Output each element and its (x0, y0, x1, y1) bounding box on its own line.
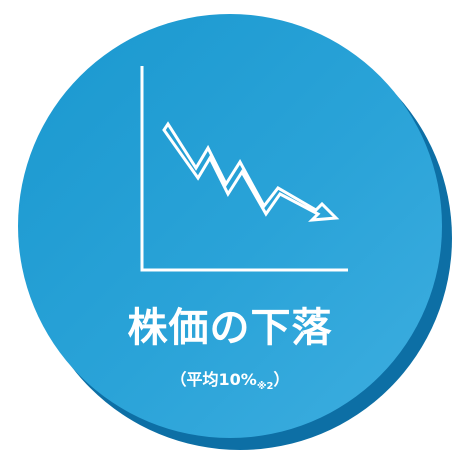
subtitle-text: 平均10% (186, 370, 257, 389)
subtitle-open-paren: （ (170, 370, 187, 389)
subtitle-close-paren: ） (273, 370, 290, 389)
chart-axes (140, 66, 348, 272)
footnote-marker: ※2 (256, 381, 274, 392)
declining-arrow (162, 121, 340, 222)
title-label: 株価の下落 (127, 305, 333, 351)
subtitle-label: （平均10%※2） (0, 370, 460, 393)
stock-decline-chart-icon (140, 66, 348, 272)
badge-circle (18, 14, 442, 438)
